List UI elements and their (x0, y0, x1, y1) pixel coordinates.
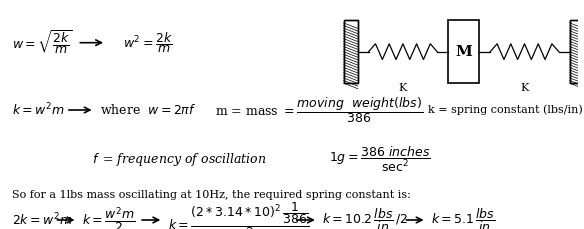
Text: $w^2 = \dfrac{2k}{m}$: $w^2 = \dfrac{2k}{m}$ (123, 30, 173, 55)
Text: $k = 5.1\,\dfrac{\mathit{lbs}}{\mathit{in}}$: $k = 5.1\,\dfrac{\mathit{lbs}}{\mathit{i… (431, 206, 495, 229)
Text: $2k = w^2 m$: $2k = w^2 m$ (12, 212, 72, 228)
Text: m = mass $= \dfrac{\mathit{moving\ \ weight(lbs)}}{386}$: m = mass $= \dfrac{\mathit{moving\ \ wei… (215, 95, 423, 125)
Text: where  $w = 2\pi f$: where $w = 2\pi f$ (100, 103, 197, 117)
Text: $1g = \dfrac{386\ \mathit{inches}}{\mathrm{sec}^2}$: $1g = \dfrac{386\ \mathit{inches}}{\math… (329, 145, 431, 174)
Bar (448, 20, 479, 83)
Text: $k = w^2 m$: $k = w^2 m$ (12, 102, 64, 118)
Bar (569, 20, 584, 83)
Text: K: K (399, 83, 407, 93)
Text: M: M (456, 45, 472, 59)
Bar (569, 20, 584, 83)
Text: $k = 10.2\,\dfrac{\mathit{lbs}}{\mathit{in}}\,/2$: $k = 10.2\,\dfrac{\mathit{lbs}}{\mathit{… (322, 206, 408, 229)
Text: $k = \dfrac{(2*3.14*10)^2\,\dfrac{1}{386}}{2}$: $k = \dfrac{(2*3.14*10)^2\,\dfrac{1}{386… (168, 201, 310, 229)
Bar (343, 20, 358, 83)
Text: k = spring constant (lbs/in): k = spring constant (lbs/in) (420, 105, 582, 115)
Bar (343, 20, 358, 83)
Text: $w = \sqrt{\dfrac{2k}{m}}$: $w = \sqrt{\dfrac{2k}{m}}$ (12, 29, 72, 57)
Text: $f\,$ = frequency of oscillation: $f\,$ = frequency of oscillation (92, 151, 266, 168)
Text: So for a 1lbs mass oscillating at 10Hz, the required spring constant is:: So for a 1lbs mass oscillating at 10Hz, … (12, 190, 411, 200)
Text: $k = \dfrac{w^2 m}{2}$: $k = \dfrac{w^2 m}{2}$ (82, 205, 135, 229)
Text: K: K (520, 83, 529, 93)
